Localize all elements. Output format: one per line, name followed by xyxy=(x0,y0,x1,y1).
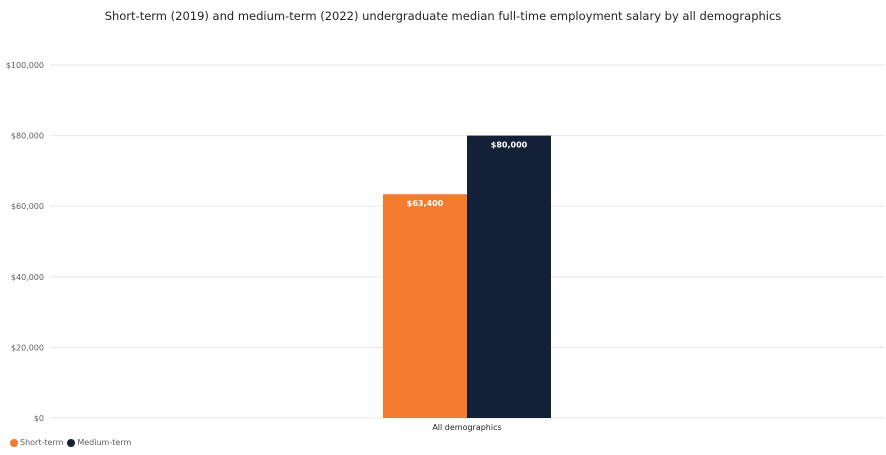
chart-title: Short-term (2019) and medium-term (2022)… xyxy=(104,9,782,23)
bars xyxy=(383,135,551,418)
y-tick-label: $40,000 xyxy=(11,273,44,282)
y-tick-label: $0 xyxy=(34,414,44,423)
bar-short-term xyxy=(383,194,467,418)
bar-medium-term xyxy=(467,135,551,418)
legend-swatch-short-term xyxy=(10,438,18,447)
y-tick-label: $60,000 xyxy=(11,202,44,211)
y-tick-label: $80,000 xyxy=(11,132,44,141)
legend-label-medium-term: Medium-term xyxy=(77,438,132,447)
legend-label-short-term: Short-term xyxy=(20,438,64,447)
legend-swatch-medium-term xyxy=(67,438,76,447)
y-tick-label: $100,000 xyxy=(6,61,44,70)
legend-item-medium-term[interactable]: Medium-term xyxy=(67,438,131,447)
legend: Short-term Medium-term xyxy=(10,438,135,447)
x-tick-label: All demographics xyxy=(432,423,501,432)
data-label-medium-term: $80,000 xyxy=(491,141,528,150)
data-label-short-term: $63,400 xyxy=(407,199,444,208)
data-labels: $63,400 $80,000 xyxy=(407,141,528,209)
x-axis-tick-labels: All demographics xyxy=(432,423,501,432)
y-axis-tick-labels: $0 $20,000 $40,000 $60,000 $80,000 $100,000 xyxy=(6,61,44,423)
legend-item-short-term[interactable]: Short-term xyxy=(10,438,63,447)
y-tick-label: $20,000 xyxy=(11,343,44,352)
